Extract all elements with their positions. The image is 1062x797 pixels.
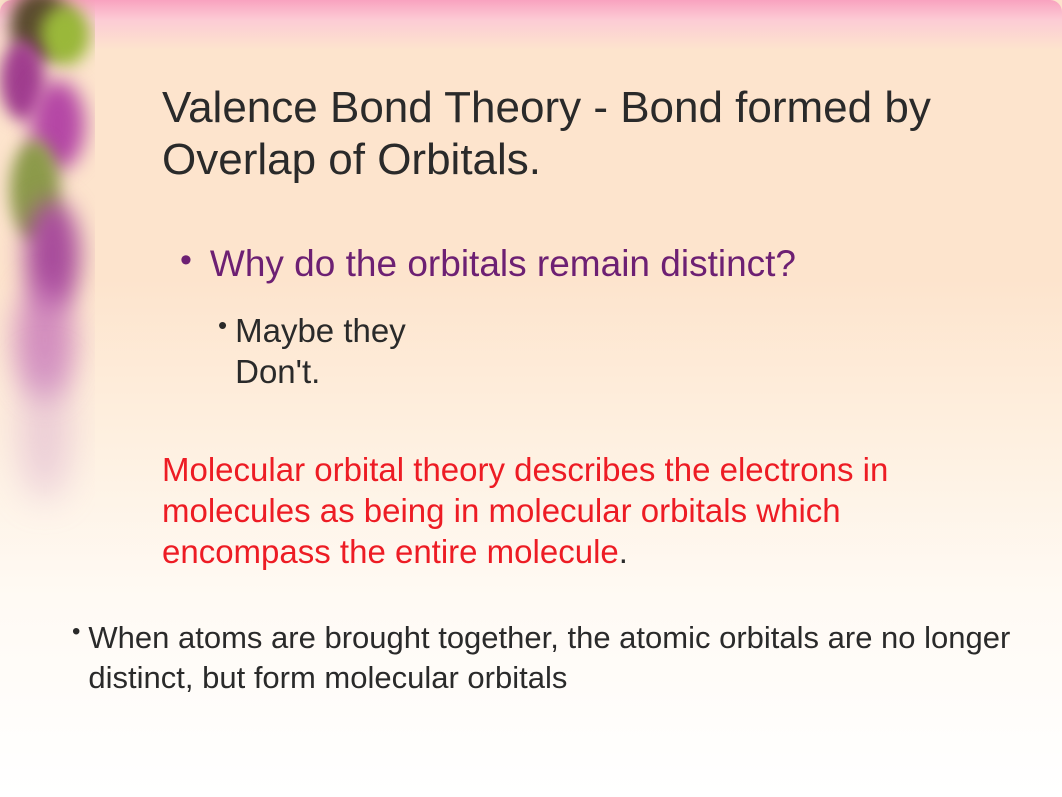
- bullet-dot-icon: •: [180, 242, 192, 279]
- red-paragraph-period: .: [619, 533, 628, 570]
- bullet-dot-icon: •: [218, 310, 227, 341]
- bottom-bullet: • When atoms are brought together, the a…: [72, 618, 1062, 697]
- sub-bullet-text: Maybe they Don't.: [235, 310, 406, 393]
- red-paragraph-text: Molecular orbital theory describes the e…: [162, 451, 888, 570]
- bottom-bullet-text: When atoms are brought together, the ato…: [88, 618, 1062, 697]
- main-bullet-text: Why do the orbitals remain distinct?: [210, 242, 796, 286]
- slide-content: Valence Bond Theory - Bond formed by Ove…: [0, 0, 1062, 797]
- bullet-dot-icon: •: [72, 618, 80, 647]
- main-bullet: • Why do the orbitals remain distinct?: [180, 242, 1042, 286]
- sub-bullet: • Maybe they Don't.: [218, 310, 406, 393]
- red-paragraph: Molecular orbital theory describes the e…: [162, 450, 922, 573]
- slide-title: Valence Bond Theory - Bond formed by Ove…: [162, 82, 1042, 186]
